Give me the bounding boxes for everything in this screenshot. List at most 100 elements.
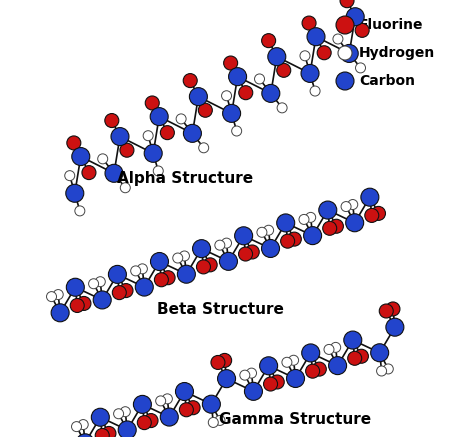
- Circle shape: [304, 227, 321, 245]
- Circle shape: [105, 164, 123, 182]
- Circle shape: [155, 273, 168, 287]
- Circle shape: [175, 382, 193, 401]
- Circle shape: [144, 144, 162, 162]
- Circle shape: [118, 421, 136, 437]
- Circle shape: [348, 200, 358, 209]
- Circle shape: [143, 131, 153, 141]
- Circle shape: [137, 416, 151, 430]
- Circle shape: [120, 407, 130, 417]
- Circle shape: [221, 238, 231, 248]
- Circle shape: [53, 290, 63, 300]
- Circle shape: [215, 240, 225, 250]
- Circle shape: [190, 88, 208, 106]
- Circle shape: [355, 349, 368, 363]
- Circle shape: [77, 296, 91, 310]
- Circle shape: [383, 364, 393, 374]
- Circle shape: [131, 266, 141, 276]
- Circle shape: [173, 253, 183, 263]
- Circle shape: [133, 395, 151, 413]
- Circle shape: [111, 128, 129, 146]
- Circle shape: [323, 221, 337, 235]
- Text: Alpha Structure: Alpha Structure: [117, 170, 253, 185]
- Circle shape: [82, 166, 96, 180]
- Circle shape: [264, 377, 278, 391]
- Circle shape: [160, 126, 174, 140]
- Circle shape: [186, 401, 200, 415]
- Circle shape: [336, 72, 354, 90]
- Circle shape: [153, 166, 163, 176]
- Circle shape: [114, 409, 124, 419]
- Circle shape: [336, 16, 354, 34]
- Circle shape: [155, 396, 166, 406]
- Circle shape: [306, 212, 316, 222]
- Circle shape: [160, 408, 178, 426]
- Circle shape: [224, 56, 237, 70]
- Circle shape: [135, 278, 153, 296]
- Circle shape: [346, 8, 364, 26]
- Text: Gamma Structure: Gamma Structure: [219, 413, 371, 427]
- Circle shape: [120, 143, 134, 157]
- Circle shape: [310, 86, 320, 96]
- Circle shape: [289, 355, 299, 365]
- Circle shape: [246, 368, 256, 378]
- Circle shape: [98, 154, 108, 164]
- Circle shape: [341, 201, 351, 212]
- Circle shape: [183, 125, 201, 142]
- Circle shape: [208, 417, 219, 427]
- Circle shape: [150, 108, 168, 125]
- Circle shape: [145, 96, 159, 110]
- Circle shape: [260, 357, 278, 375]
- Circle shape: [198, 103, 212, 117]
- Circle shape: [179, 403, 193, 417]
- Circle shape: [203, 258, 217, 272]
- Circle shape: [262, 239, 280, 257]
- Circle shape: [232, 126, 242, 136]
- Circle shape: [301, 64, 319, 83]
- Circle shape: [66, 278, 84, 296]
- Circle shape: [235, 227, 253, 245]
- Circle shape: [302, 16, 316, 30]
- Circle shape: [300, 51, 310, 61]
- Circle shape: [46, 291, 56, 302]
- Circle shape: [344, 331, 362, 349]
- Circle shape: [211, 355, 225, 369]
- Circle shape: [281, 234, 295, 248]
- Circle shape: [218, 370, 236, 388]
- Circle shape: [228, 68, 246, 86]
- Circle shape: [120, 183, 130, 193]
- Circle shape: [95, 277, 105, 287]
- Circle shape: [268, 48, 286, 66]
- Circle shape: [319, 201, 337, 219]
- Circle shape: [72, 148, 90, 166]
- Circle shape: [379, 304, 393, 318]
- Circle shape: [333, 34, 343, 44]
- Circle shape: [270, 375, 284, 389]
- Circle shape: [287, 232, 301, 246]
- Circle shape: [75, 206, 85, 216]
- Circle shape: [245, 382, 263, 400]
- Circle shape: [76, 434, 94, 437]
- Circle shape: [196, 260, 210, 274]
- Circle shape: [245, 245, 259, 259]
- Circle shape: [286, 369, 304, 388]
- Circle shape: [89, 279, 99, 289]
- Circle shape: [112, 286, 126, 300]
- Circle shape: [183, 73, 197, 87]
- Circle shape: [371, 344, 389, 362]
- Circle shape: [70, 298, 84, 312]
- Circle shape: [65, 170, 75, 180]
- Text: Beta Structure: Beta Structure: [156, 302, 283, 318]
- Circle shape: [365, 208, 379, 222]
- Circle shape: [386, 318, 404, 336]
- Circle shape: [202, 395, 220, 413]
- Circle shape: [307, 28, 325, 46]
- Circle shape: [223, 104, 241, 122]
- Circle shape: [240, 370, 250, 380]
- Circle shape: [282, 357, 292, 367]
- Circle shape: [137, 264, 147, 274]
- Circle shape: [199, 143, 209, 153]
- Circle shape: [340, 0, 354, 8]
- Circle shape: [262, 84, 280, 102]
- Circle shape: [215, 416, 225, 425]
- Circle shape: [386, 302, 400, 316]
